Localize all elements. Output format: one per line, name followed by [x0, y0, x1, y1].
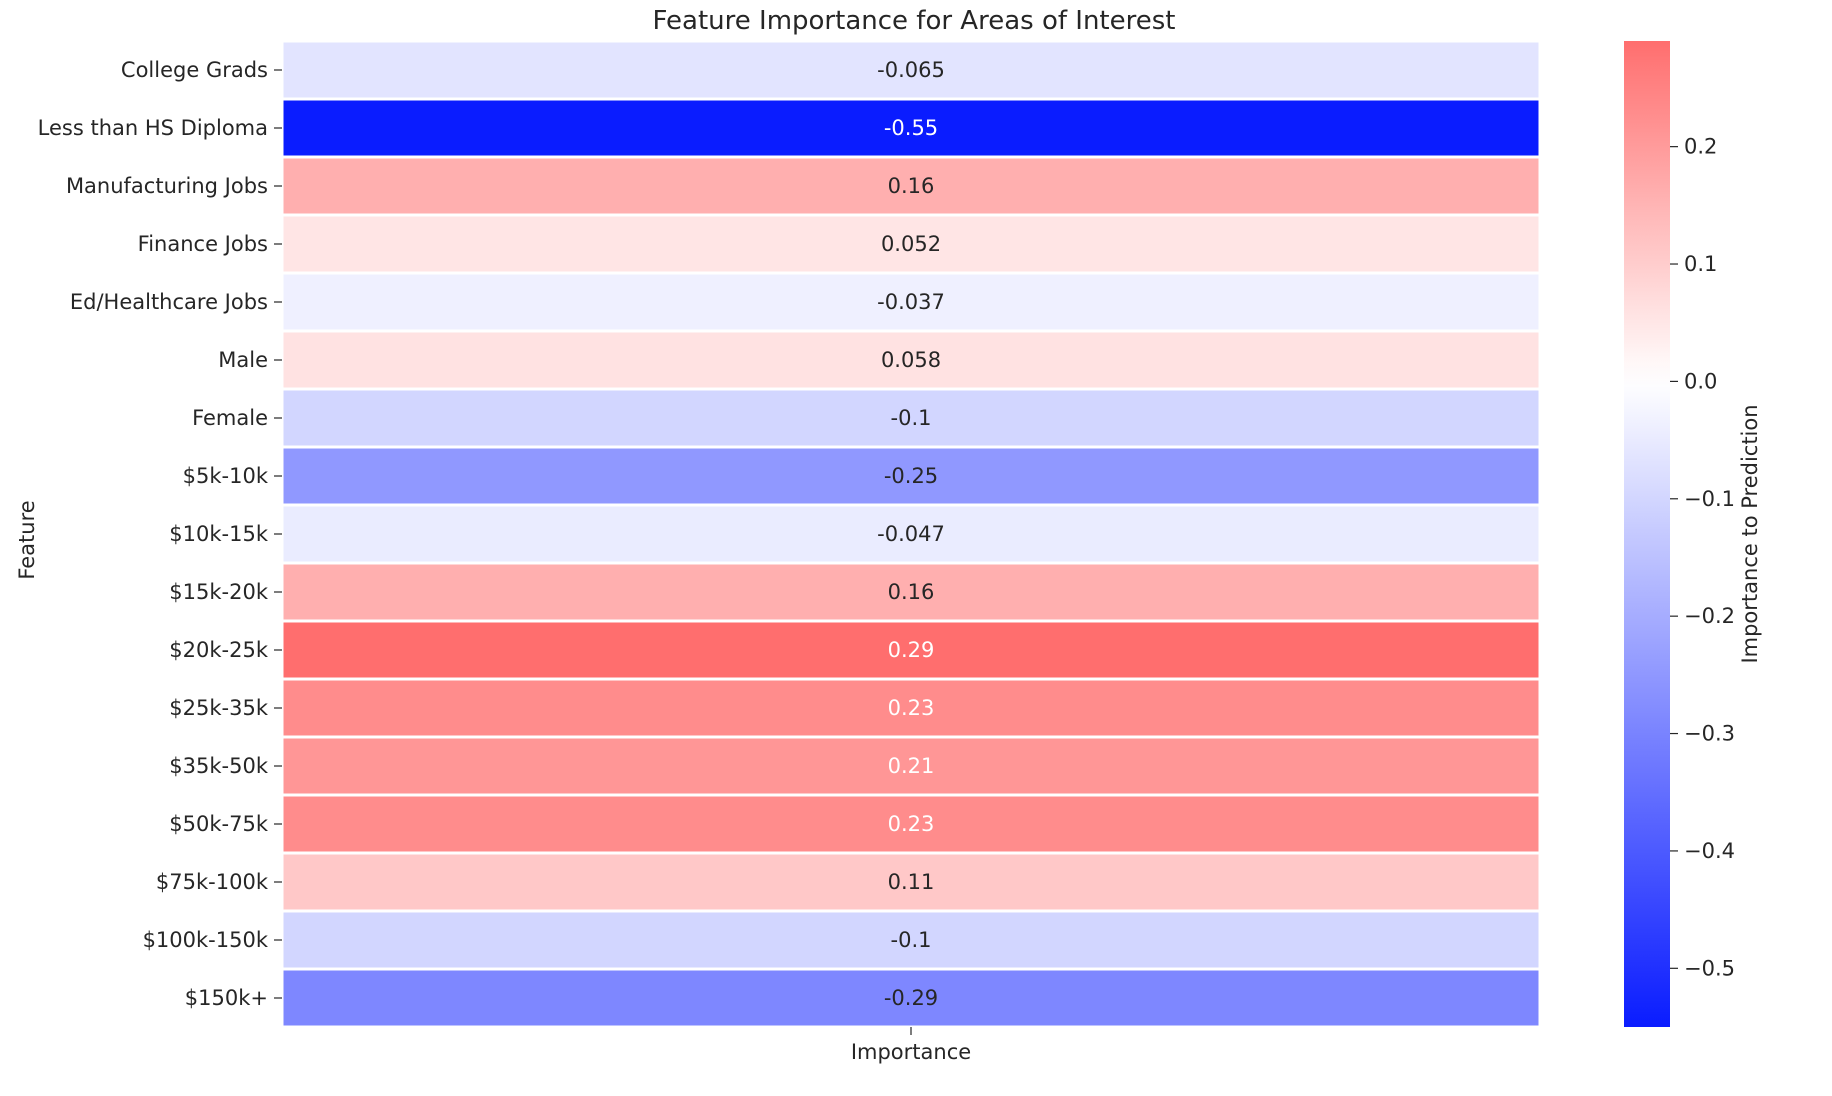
- heatmap-cell: [280, 793, 1542, 855]
- cell-value-label: 0.23: [888, 812, 935, 836]
- row-label: College Grads: [121, 58, 268, 82]
- colorbar-ticks: 0.2 0.1 0.0 −0.1 −0.2 −0.3 −0.4 −0.5: [1670, 135, 1735, 980]
- row-label: Finance Jobs: [138, 232, 268, 256]
- chart-title: Feature Importance for Areas of Interest: [653, 6, 1176, 36]
- row-label: Male: [218, 348, 268, 372]
- cell-value-label: -0.29: [884, 986, 938, 1010]
- colorbar-label: Importance to Prediction: [1738, 404, 1762, 663]
- cell-value-label: -0.037: [877, 290, 945, 314]
- colorbar-tick-label: −0.1: [1684, 487, 1735, 511]
- row-label: $50k-75k: [169, 812, 269, 836]
- column-labels: Importance: [851, 1027, 971, 1064]
- colorbar-tick-label: 0.1: [1684, 252, 1717, 276]
- cell-value-label: -0.1: [891, 406, 932, 430]
- row-label: $10k-15k: [169, 522, 269, 546]
- row-label: $15k-20k: [169, 580, 269, 604]
- row-label: Less than HS Diploma: [38, 116, 268, 140]
- row-label: Ed/Healthcare Jobs: [70, 290, 268, 314]
- row-label: $100k-150k: [143, 928, 269, 952]
- y-axis-label: Feature: [15, 500, 39, 579]
- colorbar-tick-label: −0.3: [1684, 722, 1735, 746]
- row-label: $35k-50k: [169, 754, 269, 778]
- heatmap-cell: [280, 97, 1542, 159]
- cell-value-label: 0.29: [888, 638, 935, 662]
- cell-value-label: -0.1: [891, 928, 932, 952]
- cell-value-label: -0.55: [884, 116, 938, 140]
- colorbar-tick-label: 0.0: [1684, 369, 1717, 393]
- row-labels: College Grads Less than HS Diploma Manufac…: [38, 58, 282, 1010]
- row-label: Manufacturing Jobs: [66, 174, 268, 198]
- cell-value-label: -0.065: [877, 58, 945, 82]
- colorbar-tick-label: 0.2: [1684, 135, 1717, 159]
- cell-value-label: 0.23: [888, 696, 935, 720]
- row-label: $25k-35k: [169, 696, 269, 720]
- row-label: $20k-25k: [169, 638, 269, 662]
- cell-value-label: 0.058: [881, 348, 941, 372]
- heatmap-cell: [280, 213, 1542, 275]
- row-label: $150k+: [185, 986, 268, 1010]
- row-label: $75k-100k: [156, 870, 269, 894]
- heatmap-cells: -0.065 -0.55 0.16 0.052 -0.037 0.058 -0.1 -0.25…: [280, 39, 1542, 1029]
- cell-value-label: 0.11: [888, 870, 935, 894]
- cell-value-label: 0.16: [888, 174, 935, 198]
- colorbar-tick-label: −0.5: [1684, 956, 1735, 980]
- column-label: Importance: [851, 1040, 971, 1064]
- colorbar-tick-label: −0.4: [1684, 839, 1735, 863]
- cell-value-label: -0.047: [877, 522, 945, 546]
- row-label: $5k-10k: [183, 464, 269, 488]
- cell-value-label: 0.16: [888, 580, 935, 604]
- row-label: Female: [192, 406, 268, 430]
- heatmap-cell: [280, 619, 1542, 681]
- cell-value-label: -0.25: [884, 464, 938, 488]
- colorbar: [1624, 41, 1670, 1027]
- colorbar-tick-label: −0.2: [1684, 604, 1735, 628]
- cell-value-label: 0.21: [888, 754, 935, 778]
- heatmap-cell: [280, 561, 1542, 623]
- cell-value-label: 0.052: [881, 232, 941, 256]
- heatmap-cell: [280, 677, 1542, 739]
